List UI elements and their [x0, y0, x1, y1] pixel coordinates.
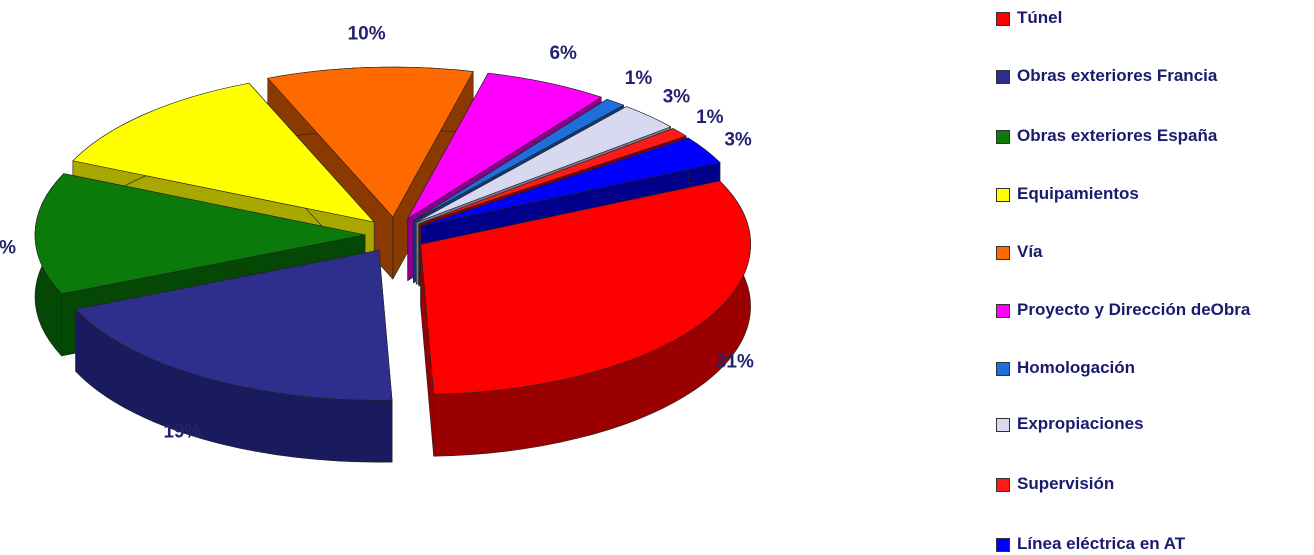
legend-item: Vía [996, 242, 1307, 262]
legend-label: Equipamientos [1017, 184, 1139, 203]
legend-label: Homologación [1017, 358, 1136, 377]
legend-swatch [996, 12, 1010, 26]
legend-item: Línea eléctrica en AT [996, 534, 1307, 554]
slice-top [420, 180, 751, 395]
legend-label: Obras exteriores Francia [1017, 66, 1218, 85]
legend-item: Proyecto y Dirección deObra [996, 300, 1307, 320]
slice-percent-label: 1% [625, 68, 653, 89]
legend-swatch [996, 538, 1010, 552]
legend-item: Túnel [996, 8, 1307, 28]
legend-label: Línea eléctrica en AT [1017, 534, 1186, 553]
legend-label: Supervisión [1017, 474, 1115, 493]
slice-top [416, 106, 672, 223]
legend-swatch [996, 246, 1010, 260]
legend-swatch [996, 70, 1010, 84]
slice-top [34, 173, 366, 295]
pie-slice [75, 249, 393, 463]
legend-label: Túnel [1017, 8, 1063, 27]
slice-top [75, 249, 393, 401]
slice-top [267, 66, 474, 218]
slice-percent-label: 3% [663, 86, 691, 107]
slice-top [413, 98, 625, 222]
legend-label: Vía [1017, 242, 1043, 261]
legend-swatch [996, 304, 1010, 318]
slice-top [420, 137, 721, 227]
slice-percent-label: 3% [724, 130, 752, 151]
legend-label: Obras exteriores España [1017, 126, 1218, 145]
slice-top [72, 82, 375, 223]
legend-item: Expropiaciones [996, 414, 1307, 434]
slice-top [406, 72, 602, 220]
legend-item: Obras exteriores España [996, 126, 1307, 146]
legend-item: Supervisión [996, 474, 1307, 494]
slice-top [418, 128, 687, 225]
legend-item: Obras exteriores Francia [996, 66, 1307, 86]
slice-percent-label: 13% [0, 237, 16, 258]
slice-percent-label: 31% [716, 351, 754, 372]
legend-swatch [996, 478, 1010, 492]
pie-slice [420, 180, 751, 457]
legend-swatch [996, 130, 1010, 144]
legend-label: Expropiaciones [1017, 414, 1144, 433]
legend-swatch [996, 188, 1010, 202]
pie-chart: 31%19%13%10%6%1%3%1%3% [0, 24, 754, 463]
slice-percent-label: 1% [696, 107, 724, 128]
legend-item: Homologación [996, 358, 1307, 378]
legend-swatch [996, 418, 1010, 432]
slice-percent-label: 19% [163, 422, 201, 443]
legend-item: Equipamientos [996, 184, 1307, 204]
slice-percent-label: 6% [549, 43, 577, 64]
legend-label: Proyecto y Dirección deObra [1017, 300, 1251, 319]
legend-swatch [996, 362, 1010, 376]
slice-percent-label: 10% [348, 24, 386, 45]
